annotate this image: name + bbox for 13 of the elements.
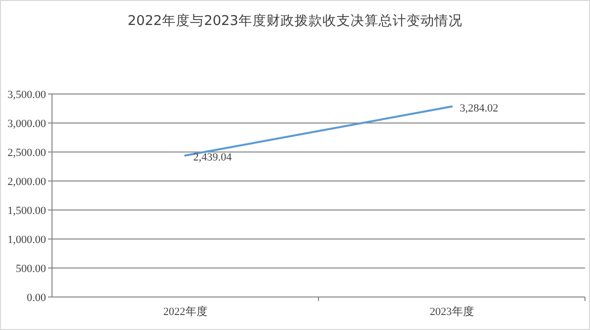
y-tick-label: 500.00: [16, 263, 46, 275]
text: 2,439.04: [193, 152, 232, 164]
x-tick-label: 2022年度: [163, 305, 208, 318]
y-tick-label: 2,500.00: [8, 147, 46, 159]
y-tick-label: 3,500.00: [8, 89, 46, 101]
y-tick-label: 2,000.00: [8, 176, 46, 188]
y-tick-label: 0.00: [26, 292, 46, 304]
chart-title: 2022年度与2023年度财政拨款收支决算总计变动情况: [128, 13, 462, 29]
y-tick-label: 1,500.00: [8, 205, 46, 217]
x-tick-label: 2023年度: [430, 305, 474, 318]
y-tick-label: 3,000.00: [8, 118, 46, 130]
text: 3,284.02: [460, 102, 498, 115]
y-tick-label: 1,000.00: [8, 234, 46, 246]
